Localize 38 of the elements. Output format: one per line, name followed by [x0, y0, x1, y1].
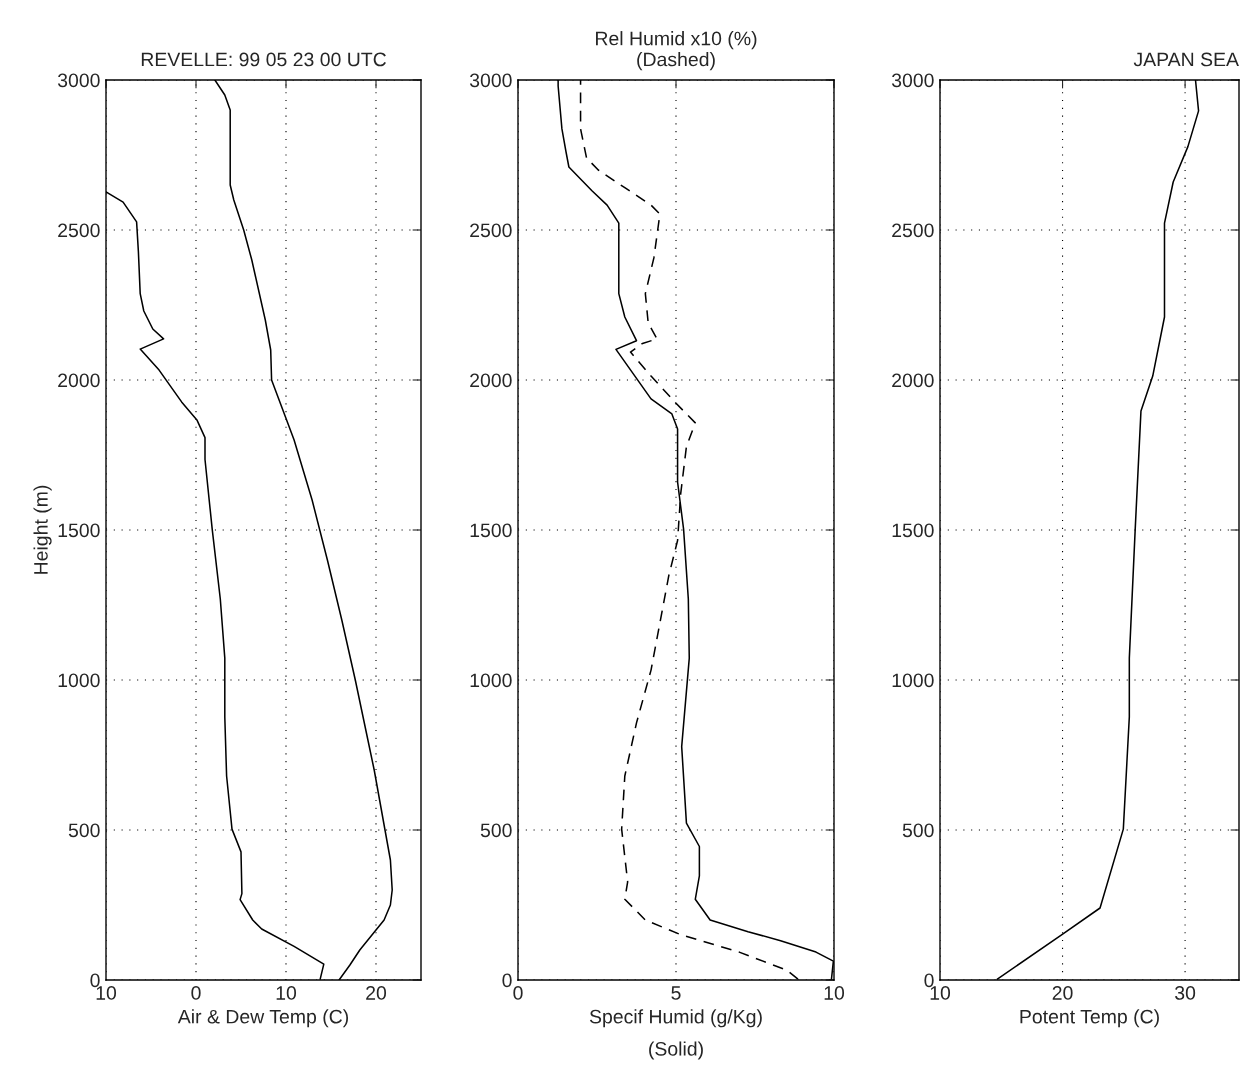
- x-tick-label: 10: [276, 986, 297, 1000]
- y-tick-label: 0: [502, 973, 512, 988]
- x-tick-label: 30: [1175, 986, 1196, 1000]
- y-axis-title: Height (m): [33, 485, 52, 574]
- x-axis-title: Specif Humid (g/Kg) (Solid): [589, 1009, 762, 1060]
- y-tick-label: 0: [90, 973, 100, 988]
- chart-title: Rel Humid x10 (%) (Dashed): [596, 31, 757, 71]
- y-tick-label: 1500: [58, 523, 100, 538]
- x-tick-label: 10: [824, 986, 845, 1000]
- x-tick-label: 5: [671, 986, 681, 1000]
- y-tick-label: 3000: [57, 73, 100, 88]
- y-tick-label: 3000: [469, 73, 512, 88]
- x-axis-title: Air & Dew Temp (C): [177, 1009, 349, 1028]
- y-tick-label: 2500: [470, 223, 512, 238]
- y-tick-label: 1000: [470, 673, 512, 688]
- y-tick-label: 1500: [892, 523, 934, 538]
- x-tick-label: 20: [1052, 986, 1073, 1000]
- x-tick-label: 0: [513, 986, 523, 1000]
- y-tick-label: 2000: [58, 373, 100, 388]
- x-tick-label: 10: [930, 986, 951, 1000]
- y-tick-label: 2500: [892, 223, 934, 238]
- y-tick-label: 500: [68, 823, 100, 838]
- chart-title: REVELLE: 99 05 23 00 UTC: [141, 52, 386, 67]
- y-tick-label: 1500: [470, 523, 512, 538]
- x-tick-label: 20: [366, 986, 387, 1000]
- x-axis-title: Potent Temp (C): [1020, 1009, 1159, 1028]
- y-tick-label: 1000: [892, 673, 934, 688]
- y-tick-label: 500: [902, 823, 934, 838]
- y-tick-label: 3000: [891, 73, 934, 88]
- chart-title: JAPAN SEA: [1133, 52, 1239, 67]
- x-tick-label: 0: [191, 986, 201, 1000]
- x-tick-label: 10: [96, 986, 117, 1000]
- y-tick-label: 500: [480, 823, 512, 838]
- y-tick-label: 2000: [470, 373, 512, 388]
- y-tick-label: 1000: [58, 673, 100, 688]
- y-tick-label: 0: [924, 973, 934, 988]
- y-tick-label: 2500: [58, 223, 100, 238]
- y-tick-label: 2000: [892, 373, 934, 388]
